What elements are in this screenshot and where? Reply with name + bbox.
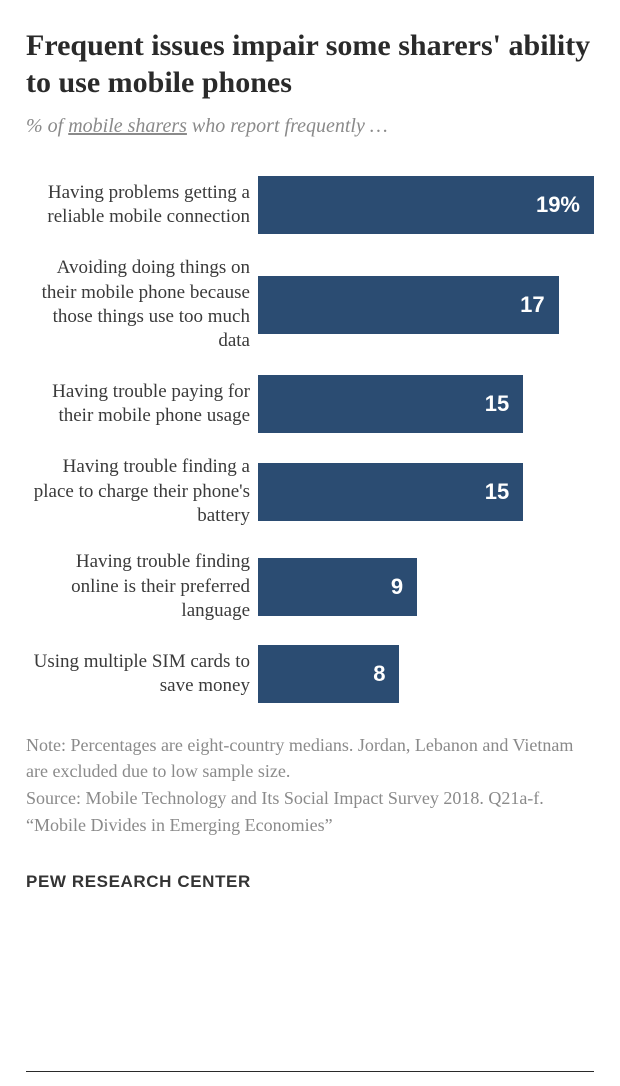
row-label: Using multiple SIM cards to save money	[26, 650, 258, 699]
bar: 17	[258, 276, 559, 334]
chart-subtitle: % of mobile sharers who report frequentl…	[26, 113, 594, 140]
chart-notes: Note: Percentages are eight-country medi…	[26, 733, 594, 838]
bar-value: 17	[520, 292, 544, 318]
bar-track: 15	[258, 375, 594, 433]
chart-title: Frequent issues impair some sharers' abi…	[26, 28, 594, 101]
chart-row: Having trouble finding online is their p…	[26, 550, 594, 623]
row-label: Having trouble finding a place to charge…	[26, 455, 258, 528]
bar: 15	[258, 463, 523, 521]
bar: 19%	[258, 176, 594, 234]
note-line: Source: Mobile Technology and Its Social…	[26, 786, 594, 811]
subtitle-suffix: who report frequently …	[187, 115, 388, 137]
bar: 9	[258, 558, 417, 616]
bar-track: 8	[258, 645, 594, 703]
bar: 8	[258, 645, 399, 703]
chart-row: Avoiding doing things on their mobile ph…	[26, 256, 594, 353]
bar-track: 19%	[258, 176, 594, 234]
subtitle-underlined: mobile sharers	[68, 115, 187, 137]
bar-track: 15	[258, 463, 594, 521]
chart-row: Using multiple SIM cards to save money 8	[26, 645, 594, 703]
bar-value: 15	[485, 391, 509, 417]
bar: 15	[258, 375, 523, 433]
subtitle-prefix: % of	[26, 115, 68, 137]
bar-value: 8	[373, 661, 385, 687]
report-title: “Mobile Divides in Emerging Economies”	[26, 813, 594, 838]
row-label: Having trouble paying for their mobile p…	[26, 380, 258, 429]
bar-value: 19%	[536, 192, 580, 218]
chart-row: Having trouble finding a place to charge…	[26, 455, 594, 528]
bar-track: 17	[258, 276, 594, 334]
bar-value: 15	[485, 479, 509, 505]
row-label: Having trouble finding online is their p…	[26, 550, 258, 623]
bar-chart: Having problems getting a reliable mobil…	[26, 176, 594, 703]
row-label: Avoiding doing things on their mobile ph…	[26, 256, 258, 353]
row-label: Having problems getting a reliable mobil…	[26, 181, 258, 230]
chart-row: Having trouble paying for their mobile p…	[26, 375, 594, 433]
bar-value: 9	[391, 574, 403, 600]
footer-attribution: PEW RESEARCH CENTER	[26, 872, 594, 892]
bar-track: 9	[258, 558, 594, 616]
chart-row: Having problems getting a reliable mobil…	[26, 176, 594, 234]
bottom-rule	[26, 1071, 594, 1072]
note-line: Note: Percentages are eight-country medi…	[26, 733, 594, 783]
